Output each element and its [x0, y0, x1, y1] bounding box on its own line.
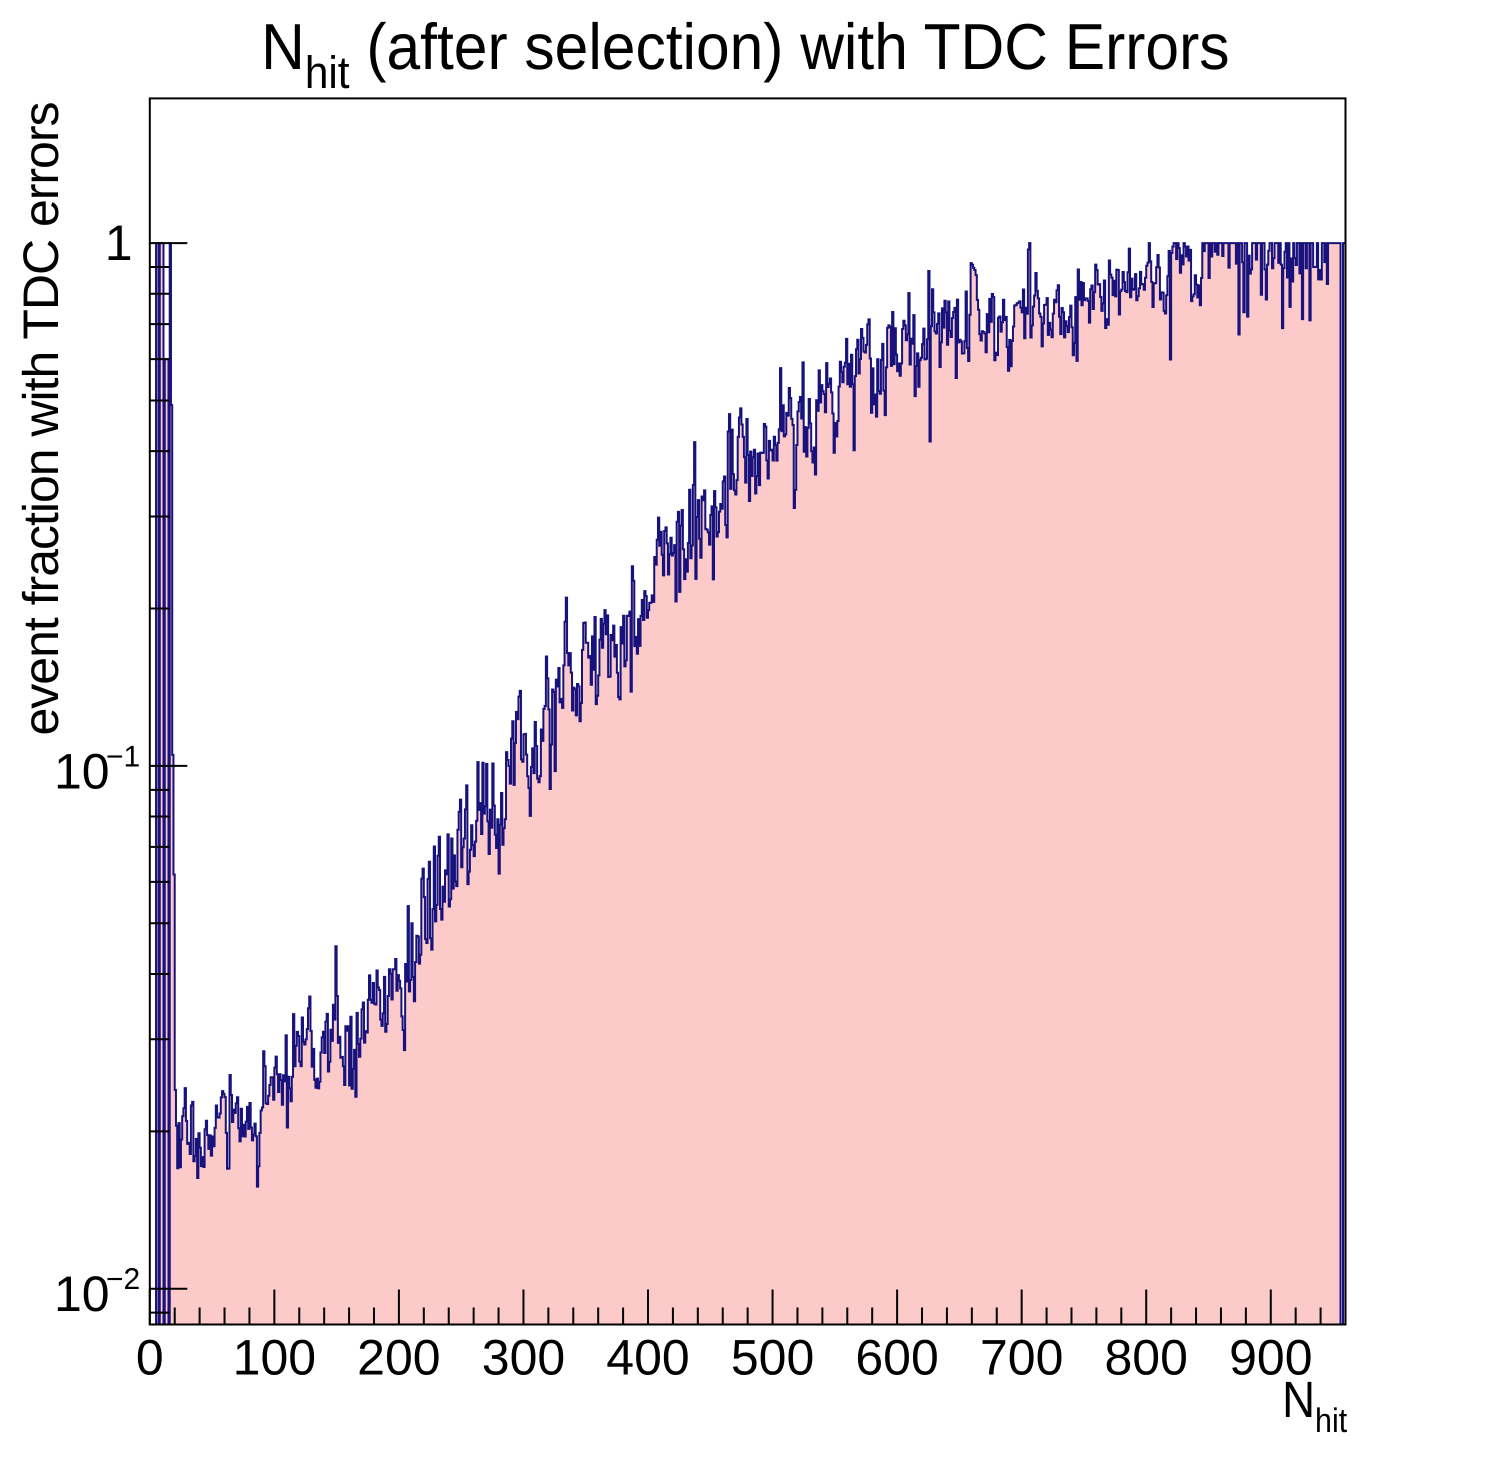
svg-text:600: 600 — [855, 1329, 938, 1385]
svg-text:200: 200 — [357, 1329, 440, 1385]
svg-text:800: 800 — [1104, 1329, 1187, 1385]
svg-text:1: 1 — [105, 215, 133, 271]
svg-text:10: 10 — [54, 743, 110, 799]
svg-text:−1: −1 — [106, 740, 140, 773]
svg-text:Nhit (after selection) with TD: Nhit (after selection) with TDC Errors — [261, 10, 1229, 98]
svg-text:Nhit: Nhit — [1282, 1371, 1348, 1440]
svg-text:700: 700 — [980, 1329, 1063, 1385]
svg-text:10: 10 — [54, 1266, 110, 1322]
svg-text:900: 900 — [1229, 1329, 1312, 1385]
svg-text:0: 0 — [136, 1329, 164, 1385]
svg-text:500: 500 — [731, 1329, 814, 1385]
svg-text:400: 400 — [606, 1329, 689, 1385]
svg-text:300: 300 — [482, 1329, 565, 1385]
svg-text:100: 100 — [233, 1329, 316, 1385]
svg-text:−2: −2 — [106, 1263, 140, 1296]
svg-text:event fraction with TDC errors: event fraction with TDC errors — [13, 102, 69, 736]
